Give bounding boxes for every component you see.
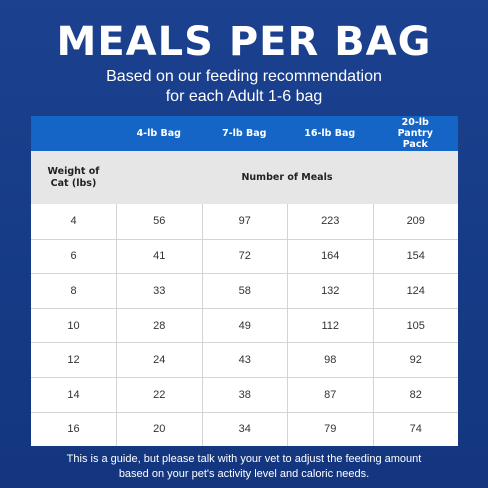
meals-cell: 98 (287, 343, 373, 377)
number-of-meals-header: Number of Meals (241, 172, 333, 183)
table-header-row: 4-lb Bag 7-lb Bag 16-lb Bag 20-lb Pantry… (31, 116, 458, 151)
table-row: 14 22 38 87 82 (31, 376, 459, 412)
table-row: 10 28 49 112 105 (31, 307, 459, 343)
meals-cell: 223 (287, 204, 373, 239)
weight-cell: 6 (70, 250, 77, 263)
weight-of-cat-header: Weight of Cat (lbs) (31, 151, 116, 204)
table-row: 8 33 58 132 124 (31, 273, 458, 308)
header-7lb-bag: 7-lb Bag (222, 128, 267, 139)
page-title: MEALS PER BAG (56, 19, 432, 65)
weight-cell: 12 (67, 354, 80, 367)
table-row: 16 20 34 79 74 (31, 411, 459, 447)
header-empty-cell (31, 116, 116, 151)
weight-cell: 10 (67, 319, 80, 332)
table-row: 4 56 97 223 209 (31, 204, 458, 239)
subtitle-line-2: for each Adult 1-6 bag (165, 88, 323, 105)
table-row: 6 41 72 164 154 (31, 238, 459, 274)
meals-cell: 97 (201, 204, 288, 239)
meals-cell: 22 (116, 377, 202, 412)
meals-cell: 34 (201, 412, 288, 447)
meals-cell: 209 (372, 204, 459, 239)
footnote: This is a guide, but please talk with yo… (0, 452, 488, 482)
meals-cell: 132 (287, 274, 373, 308)
meals-table: 4-lb Bag 7-lb Bag 16-lb Bag 20-lb Pantry… (31, 116, 459, 447)
meals-cell: 164 (287, 239, 373, 274)
weight-cell: 8 (70, 284, 77, 297)
meals-cell: 87 (287, 377, 373, 412)
subtitle: Based on our feeding recommendation for … (0, 67, 488, 107)
footnote-line-2: based on your pet's activity level and c… (118, 468, 370, 480)
meals-cell: 74 (372, 412, 459, 447)
meals-cell: 56 (116, 204, 202, 239)
weight-of-cat-header-label: Weight of Cat (lbs) (47, 165, 100, 189)
weight-cell: 14 (67, 388, 80, 401)
header-4lb-bag: 4-lb Bag (136, 128, 181, 139)
subtitle-line-1: Based on our feeding recommendation (106, 68, 382, 85)
meals-cell: 41 (116, 239, 202, 274)
meals-cell: 82 (372, 377, 459, 412)
weight-cell: 16 (67, 423, 80, 436)
meals-cell: 28 (116, 308, 202, 343)
footnote-line-1: This is a guide, but please talk with yo… (66, 453, 422, 465)
header-20lb-pantry-pack: 20-lb Pantry Pack (373, 116, 459, 151)
header-20lb-pantry-pack-label: 20-lb Pantry Pack (397, 117, 433, 150)
table-row: 12 24 43 98 92 (31, 342, 458, 377)
weight-cell: 4 (70, 215, 77, 228)
meals-cell: 154 (372, 239, 459, 274)
table-subheader-row: Weight of Cat (lbs) Number of Meals (31, 151, 458, 204)
meals-cell: 92 (372, 343, 459, 377)
meals-cell: 33 (116, 274, 202, 308)
meals-cell: 72 (201, 239, 288, 274)
meals-cell: 38 (201, 377, 288, 412)
meals-cell: 79 (287, 412, 373, 447)
meals-cell: 49 (201, 308, 288, 343)
meals-cell: 124 (372, 274, 459, 308)
table-body: 4 56 97 223 209 6 41 72 164 154 8 33 58 132 124 10 28 49 1… (31, 204, 459, 447)
meals-cell: 24 (116, 343, 202, 377)
meals-cell: 58 (201, 274, 288, 308)
meals-cell: 20 (116, 412, 202, 447)
header-16lb-bag: 16-lb Bag (304, 128, 356, 139)
meals-cell: 105 (372, 308, 459, 343)
meals-cell: 43 (201, 343, 288, 377)
meals-cell: 112 (287, 308, 373, 343)
